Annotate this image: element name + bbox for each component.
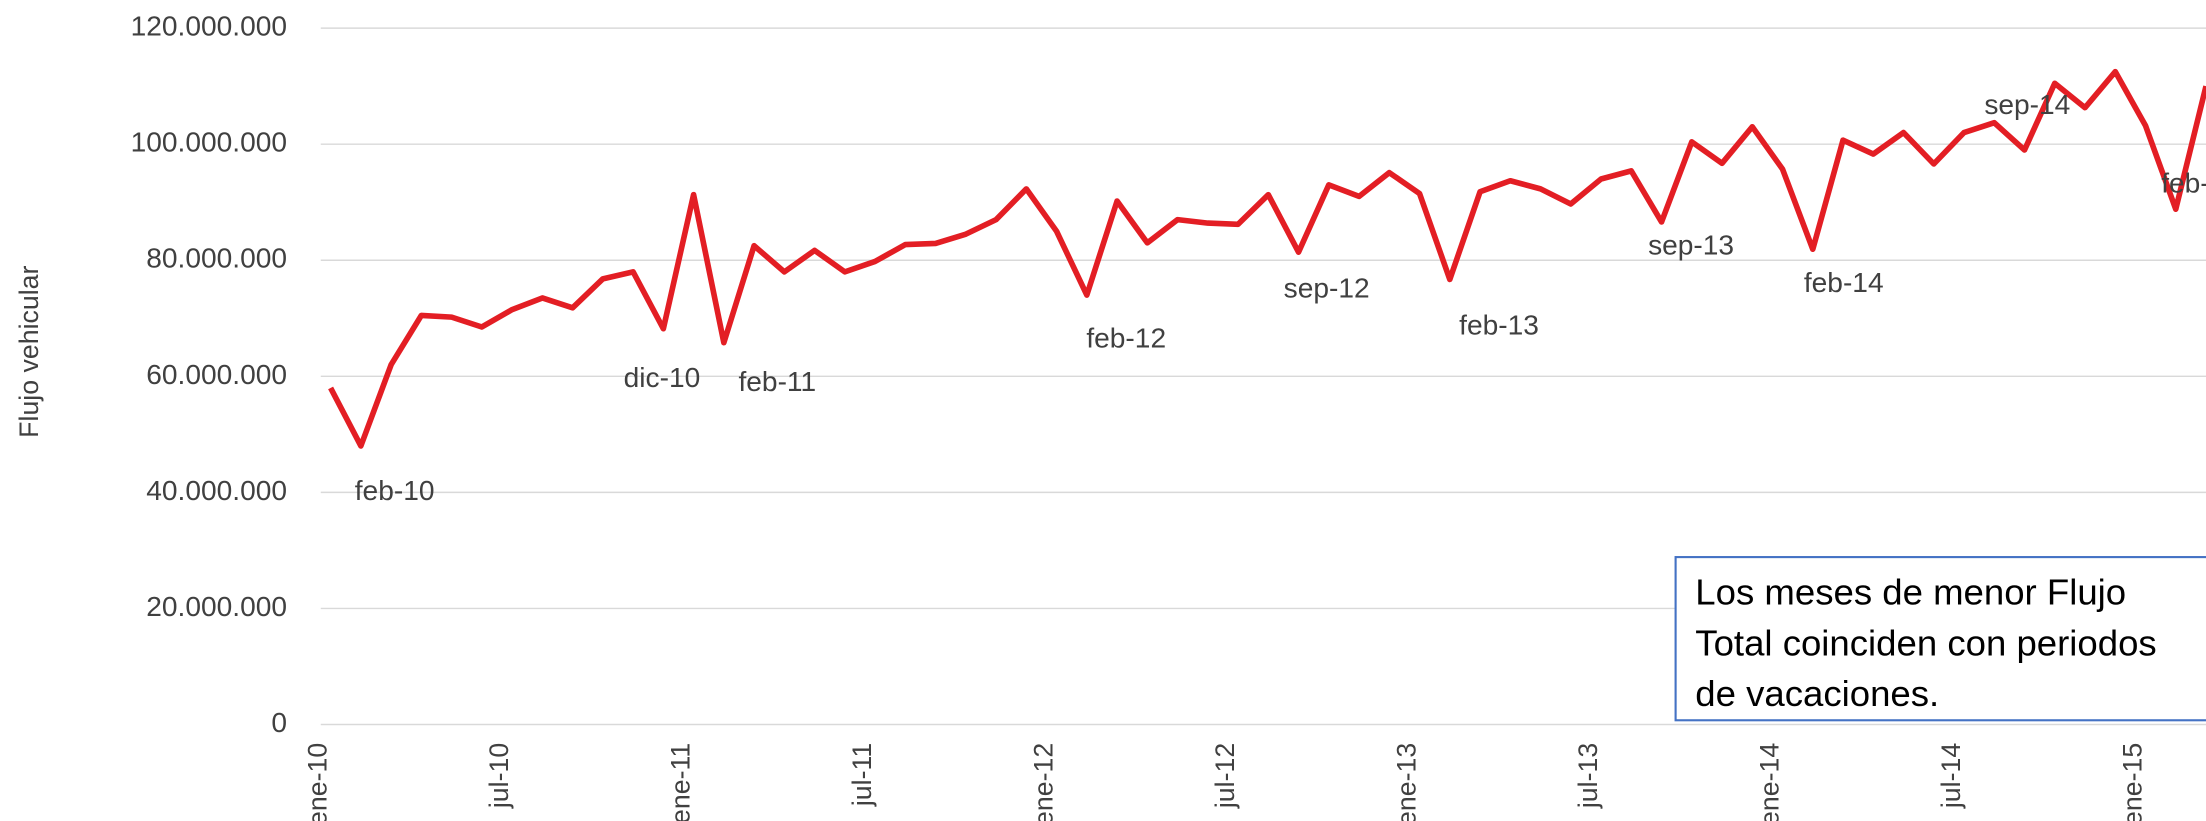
- point-annotation: feb-13: [1459, 310, 1539, 341]
- note-box: [1674, 556, 2206, 722]
- point-annotation: feb-10: [355, 475, 435, 506]
- point-annotation: feb-11: [738, 366, 816, 397]
- x-tick-label: ene-12: [1028, 743, 1058, 821]
- y-tick-label: 40.000.000: [146, 475, 287, 506]
- x-tick-label: ene-14: [1754, 743, 1784, 821]
- x-tick-label: jul-12: [1210, 743, 1240, 809]
- x-tick-label: jul-11: [847, 743, 877, 807]
- x-tick-label: jul-13: [1573, 743, 1603, 809]
- note-text: de vacaciones.: [1695, 673, 1939, 714]
- point-annotation: dic-10: [624, 362, 701, 393]
- y-axis-label: Flujo vehicular: [14, 265, 44, 437]
- x-tick-label: ene-13: [1391, 743, 1421, 821]
- y-tick-label: 80.000.000: [146, 243, 287, 274]
- point-annotation: feb-12: [1086, 323, 1166, 354]
- note-text: Total coinciden con periodos: [1695, 622, 2156, 663]
- x-tick-label: ene-11: [665, 743, 695, 821]
- y-tick-label: 60.000.000: [146, 359, 287, 390]
- x-tick-label: jul-14: [1936, 743, 1966, 809]
- point-annotation: sep-14: [1984, 89, 2070, 120]
- y-tick-label: 100.000.000: [131, 127, 287, 158]
- y-tick-label: 20.000.000: [146, 591, 287, 622]
- point-annotation: feb-15: [2161, 168, 2206, 199]
- x-tick-label: ene-15: [2117, 743, 2147, 821]
- x-tick-label: jul-10: [484, 743, 514, 809]
- y-tick-label: 0: [271, 707, 287, 738]
- point-annotation: feb-14: [1804, 267, 1884, 298]
- note-text: Los meses de menor Flujo: [1695, 572, 2126, 613]
- point-annotation: sep-13: [1648, 230, 1734, 261]
- point-annotation: sep-12: [1284, 273, 1370, 304]
- data-line: [328, 68, 2206, 449]
- x-tick-label: ene-10: [302, 743, 332, 821]
- y-tick-label: 120.000.000: [131, 11, 287, 42]
